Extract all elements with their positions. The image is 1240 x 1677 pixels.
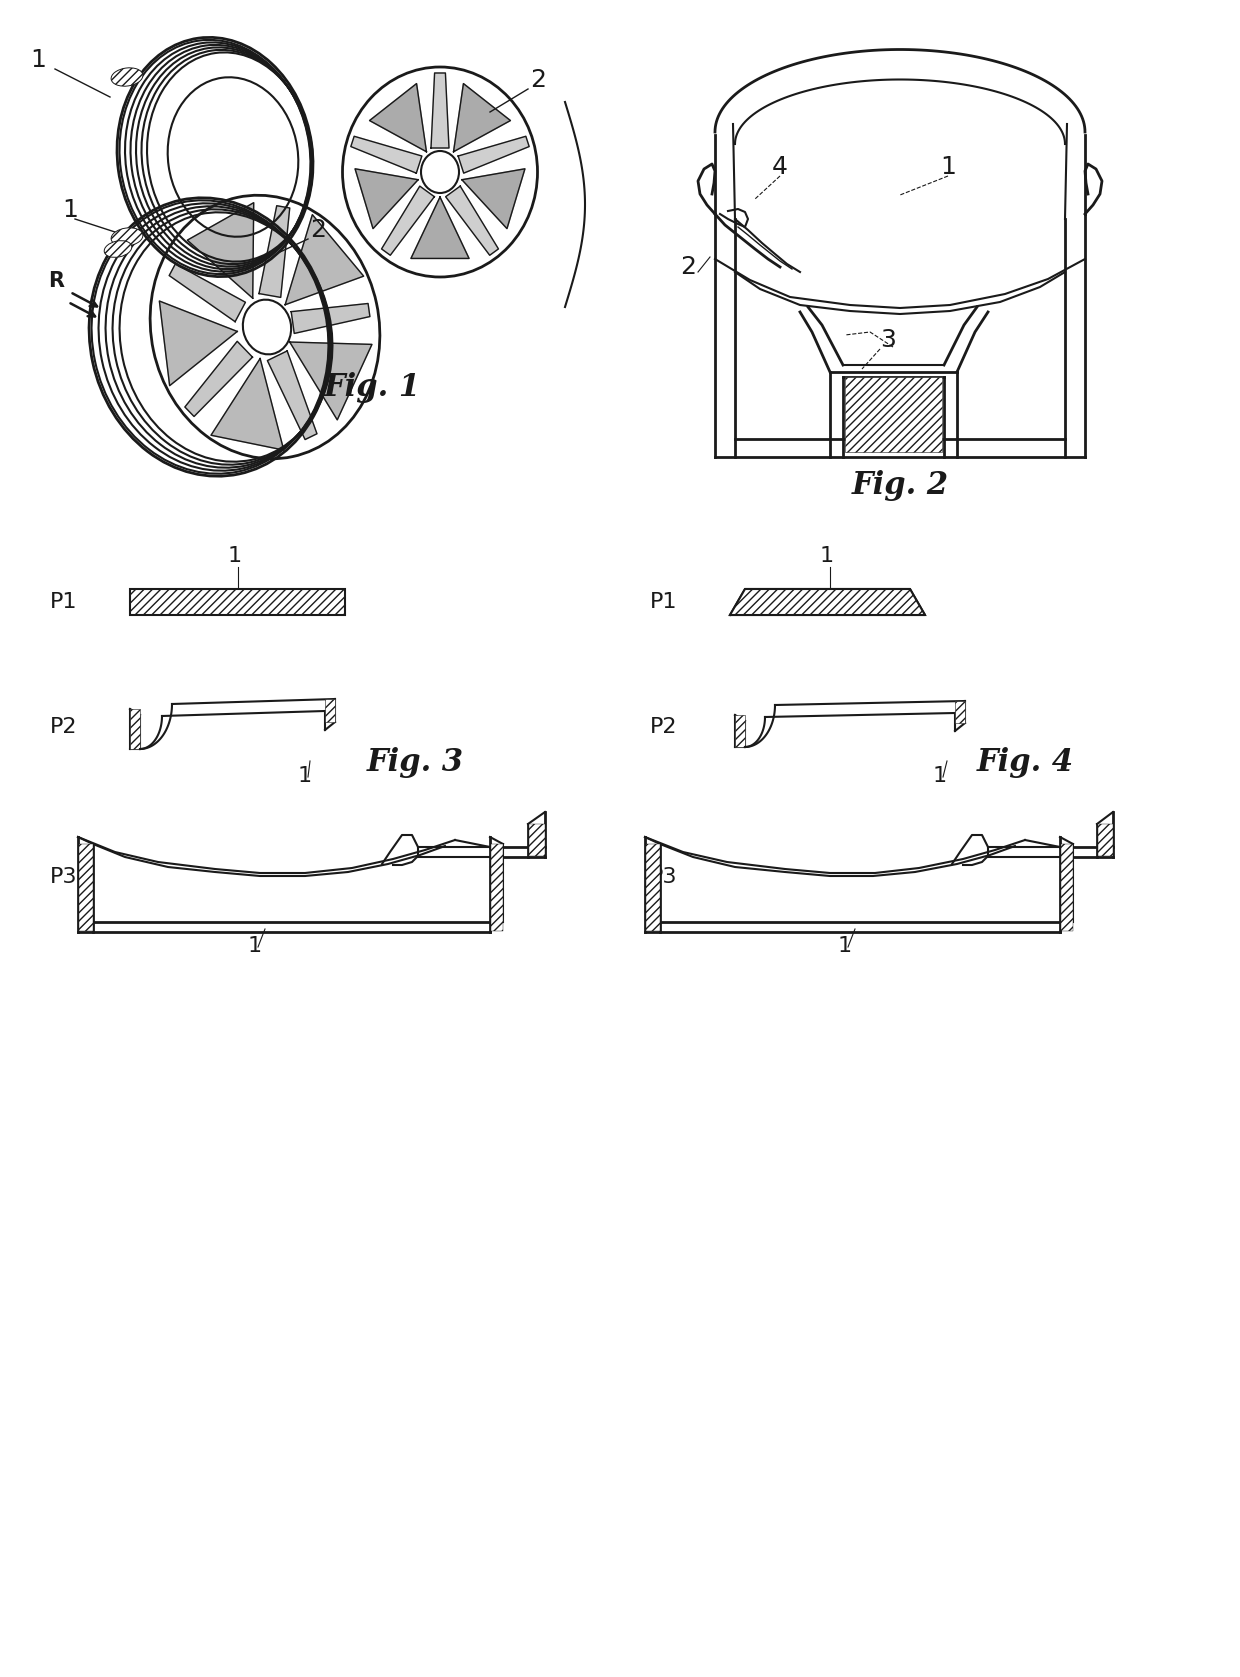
Text: 1: 1: [62, 198, 78, 221]
Polygon shape: [259, 206, 290, 297]
FancyBboxPatch shape: [735, 714, 745, 746]
Polygon shape: [730, 589, 925, 615]
Text: P3: P3: [50, 867, 77, 887]
FancyBboxPatch shape: [491, 844, 503, 931]
Text: 1: 1: [30, 49, 46, 72]
Text: 3: 3: [880, 329, 895, 352]
Text: P2: P2: [50, 718, 77, 736]
Polygon shape: [351, 136, 422, 173]
FancyBboxPatch shape: [646, 844, 660, 931]
Text: 2: 2: [529, 69, 546, 92]
FancyBboxPatch shape: [1097, 823, 1114, 855]
Polygon shape: [445, 186, 498, 255]
Polygon shape: [355, 169, 418, 228]
Ellipse shape: [104, 241, 131, 257]
Polygon shape: [187, 203, 254, 299]
Text: Fig. 2: Fig. 2: [852, 470, 949, 500]
Polygon shape: [291, 304, 370, 334]
FancyBboxPatch shape: [130, 589, 345, 615]
Polygon shape: [160, 300, 237, 386]
FancyBboxPatch shape: [529, 823, 546, 855]
FancyBboxPatch shape: [79, 844, 93, 931]
Text: 2: 2: [680, 255, 696, 278]
Polygon shape: [211, 359, 284, 449]
Polygon shape: [454, 84, 511, 153]
Polygon shape: [458, 136, 529, 173]
Polygon shape: [432, 74, 449, 148]
Text: 1: 1: [940, 154, 956, 179]
Text: 1: 1: [838, 936, 852, 956]
Polygon shape: [461, 169, 525, 228]
Text: 1: 1: [820, 547, 835, 567]
FancyBboxPatch shape: [955, 701, 965, 723]
Polygon shape: [268, 350, 317, 439]
FancyBboxPatch shape: [844, 377, 942, 453]
Text: Fig. 4: Fig. 4: [976, 746, 1074, 778]
Text: 4: 4: [773, 154, 787, 179]
FancyBboxPatch shape: [325, 699, 335, 723]
Text: Fig. 1: Fig. 1: [324, 372, 420, 402]
Text: P1: P1: [650, 592, 677, 612]
Text: R: R: [48, 272, 64, 292]
Text: P2: P2: [650, 718, 677, 736]
Text: 1: 1: [248, 936, 262, 956]
Ellipse shape: [112, 228, 143, 247]
Polygon shape: [730, 589, 925, 615]
Polygon shape: [169, 263, 246, 322]
FancyBboxPatch shape: [1061, 844, 1073, 931]
Text: P3: P3: [650, 867, 677, 887]
Text: P1: P1: [50, 592, 77, 612]
Text: 1: 1: [298, 766, 312, 787]
Polygon shape: [370, 84, 427, 153]
Text: 1: 1: [932, 766, 947, 787]
Polygon shape: [382, 186, 434, 255]
Text: 2: 2: [310, 218, 326, 241]
FancyBboxPatch shape: [130, 709, 140, 750]
Text: 1: 1: [228, 547, 242, 567]
Polygon shape: [185, 342, 253, 416]
Polygon shape: [290, 342, 372, 419]
Polygon shape: [410, 196, 469, 258]
Ellipse shape: [112, 67, 143, 86]
Polygon shape: [285, 215, 363, 305]
Text: Fig. 3: Fig. 3: [367, 746, 464, 778]
